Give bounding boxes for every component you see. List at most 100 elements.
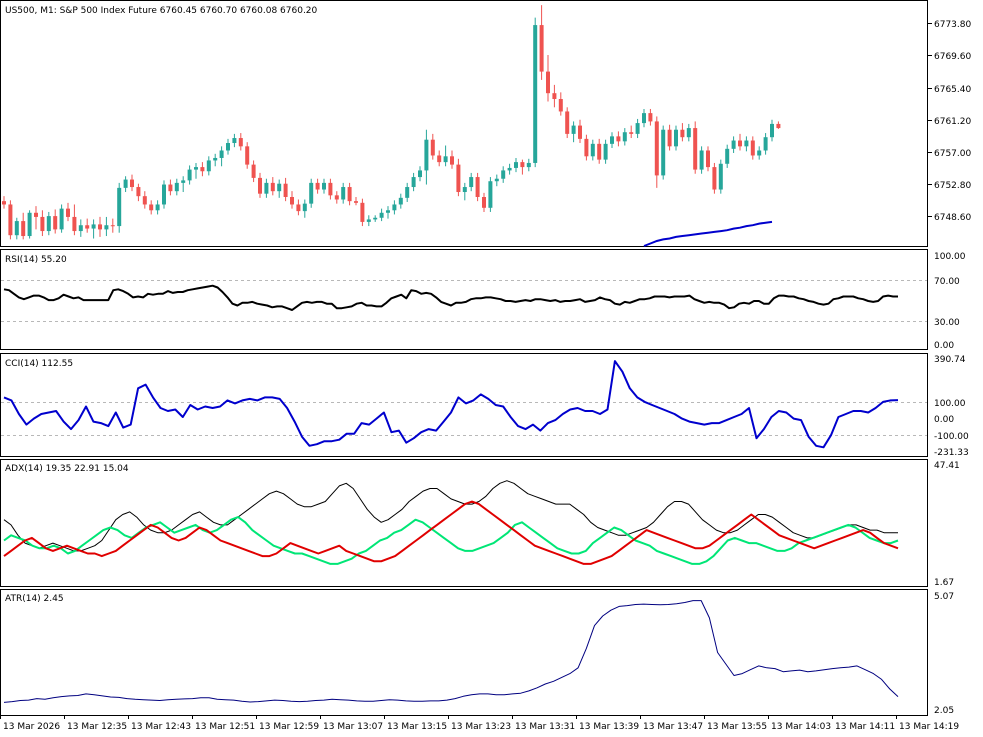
time-tick-label: 13 Mar 13:39	[579, 722, 639, 732]
candle-body	[130, 179, 134, 188]
candle	[642, 108, 646, 128]
price-panel[interactable]	[0, 0, 928, 247]
atr-panel[interactable]	[0, 589, 928, 716]
candle	[21, 212, 26, 240]
candle-body	[584, 138, 589, 157]
candle	[110, 218, 115, 233]
candle-body	[680, 129, 685, 138]
cci-tick-label: -100.00	[934, 432, 969, 442]
candle	[546, 54, 550, 102]
cci-label: CCI(14) 112.55	[5, 359, 73, 369]
cci-line	[3, 360, 899, 449]
candle	[680, 123, 685, 142]
cci-axis: 390.74 100.00 0.00 -100.00 -231.33	[934, 355, 969, 458]
candle-body	[674, 129, 678, 147]
candle	[674, 125, 678, 151]
candle	[718, 159, 723, 194]
candle	[667, 124, 672, 151]
candle-body	[354, 201, 358, 203]
candle-body	[398, 197, 403, 205]
adx-panel[interactable]	[0, 459, 928, 587]
candle-body	[552, 93, 557, 99]
candle	[418, 166, 422, 182]
candle-body	[718, 163, 723, 190]
candle	[456, 158, 461, 197]
candlestick-series[interactable]	[2, 5, 781, 240]
candle-body	[238, 138, 243, 147]
candle-body	[763, 137, 768, 151]
rsi-axis: 100.00 70.00 30.00 0.00	[934, 252, 966, 351]
candle	[520, 159, 525, 175]
candle	[40, 210, 45, 237]
candle-body	[181, 180, 186, 183]
candle-body	[610, 136, 614, 144]
candle	[539, 5, 544, 80]
candle	[379, 208, 384, 222]
candle-body	[149, 204, 154, 211]
candle	[770, 119, 774, 142]
candle	[603, 139, 608, 164]
candle-body	[437, 155, 442, 163]
candle	[475, 172, 480, 202]
candle-body	[136, 187, 141, 197]
candle	[514, 157, 518, 173]
candle	[187, 165, 192, 185]
candle-body	[341, 187, 346, 200]
candle-body	[686, 128, 691, 138]
candle-body	[290, 197, 294, 205]
candle-body	[277, 183, 282, 192]
candle	[219, 146, 224, 167]
candle	[149, 200, 154, 215]
candle	[738, 133, 742, 151]
candle-body	[40, 216, 45, 232]
candle	[437, 150, 442, 167]
candle-body	[251, 164, 256, 178]
time-tick-label: 13 Mar 13:31	[515, 722, 575, 732]
candle-body	[578, 125, 582, 139]
candle-body	[418, 170, 422, 178]
candle	[270, 177, 275, 196]
candle	[731, 136, 736, 153]
cci-tick-label: 0.00	[934, 415, 954, 425]
candle-body	[667, 129, 672, 147]
candle	[130, 174, 134, 192]
candle-body	[302, 203, 307, 212]
rsi-panel[interactable]	[0, 249, 928, 350]
candle-body	[648, 113, 653, 122]
candle-body	[123, 179, 128, 188]
candle-body	[360, 202, 365, 222]
candle	[597, 138, 602, 164]
time-tick-label: 13 Mar 13:47	[643, 722, 703, 732]
candle	[693, 121, 698, 174]
candle-body	[622, 132, 627, 142]
candle	[648, 108, 653, 126]
candle-body	[21, 221, 26, 237]
candle-body	[347, 187, 352, 202]
price-tick-label: 6752.80	[934, 181, 971, 191]
candle	[142, 191, 147, 209]
candle-body	[456, 164, 461, 193]
atr-series	[3, 600, 899, 703]
candle-body	[475, 177, 480, 197]
candle-body	[507, 167, 512, 171]
candle	[302, 199, 307, 218]
adx-label: ADX(14) 19.35 22.91 15.04	[5, 464, 129, 474]
candle-body	[520, 162, 525, 168]
candle-body	[78, 225, 83, 232]
candle-body	[558, 99, 563, 112]
candle-body	[270, 182, 275, 192]
candle	[699, 146, 704, 174]
candle	[232, 133, 237, 148]
time-tick-label: 13 Mar 13:23	[451, 722, 511, 732]
cci-panel[interactable]	[0, 353, 928, 457]
candle	[238, 133, 243, 151]
price-tick-label: 6748.60	[934, 213, 971, 223]
atr-tick-label: 5.07	[934, 592, 954, 602]
candle-body	[776, 123, 781, 129]
candle-body	[469, 177, 474, 188]
candle	[763, 133, 768, 155]
candle-body	[405, 187, 410, 198]
candle-body	[296, 204, 301, 212]
